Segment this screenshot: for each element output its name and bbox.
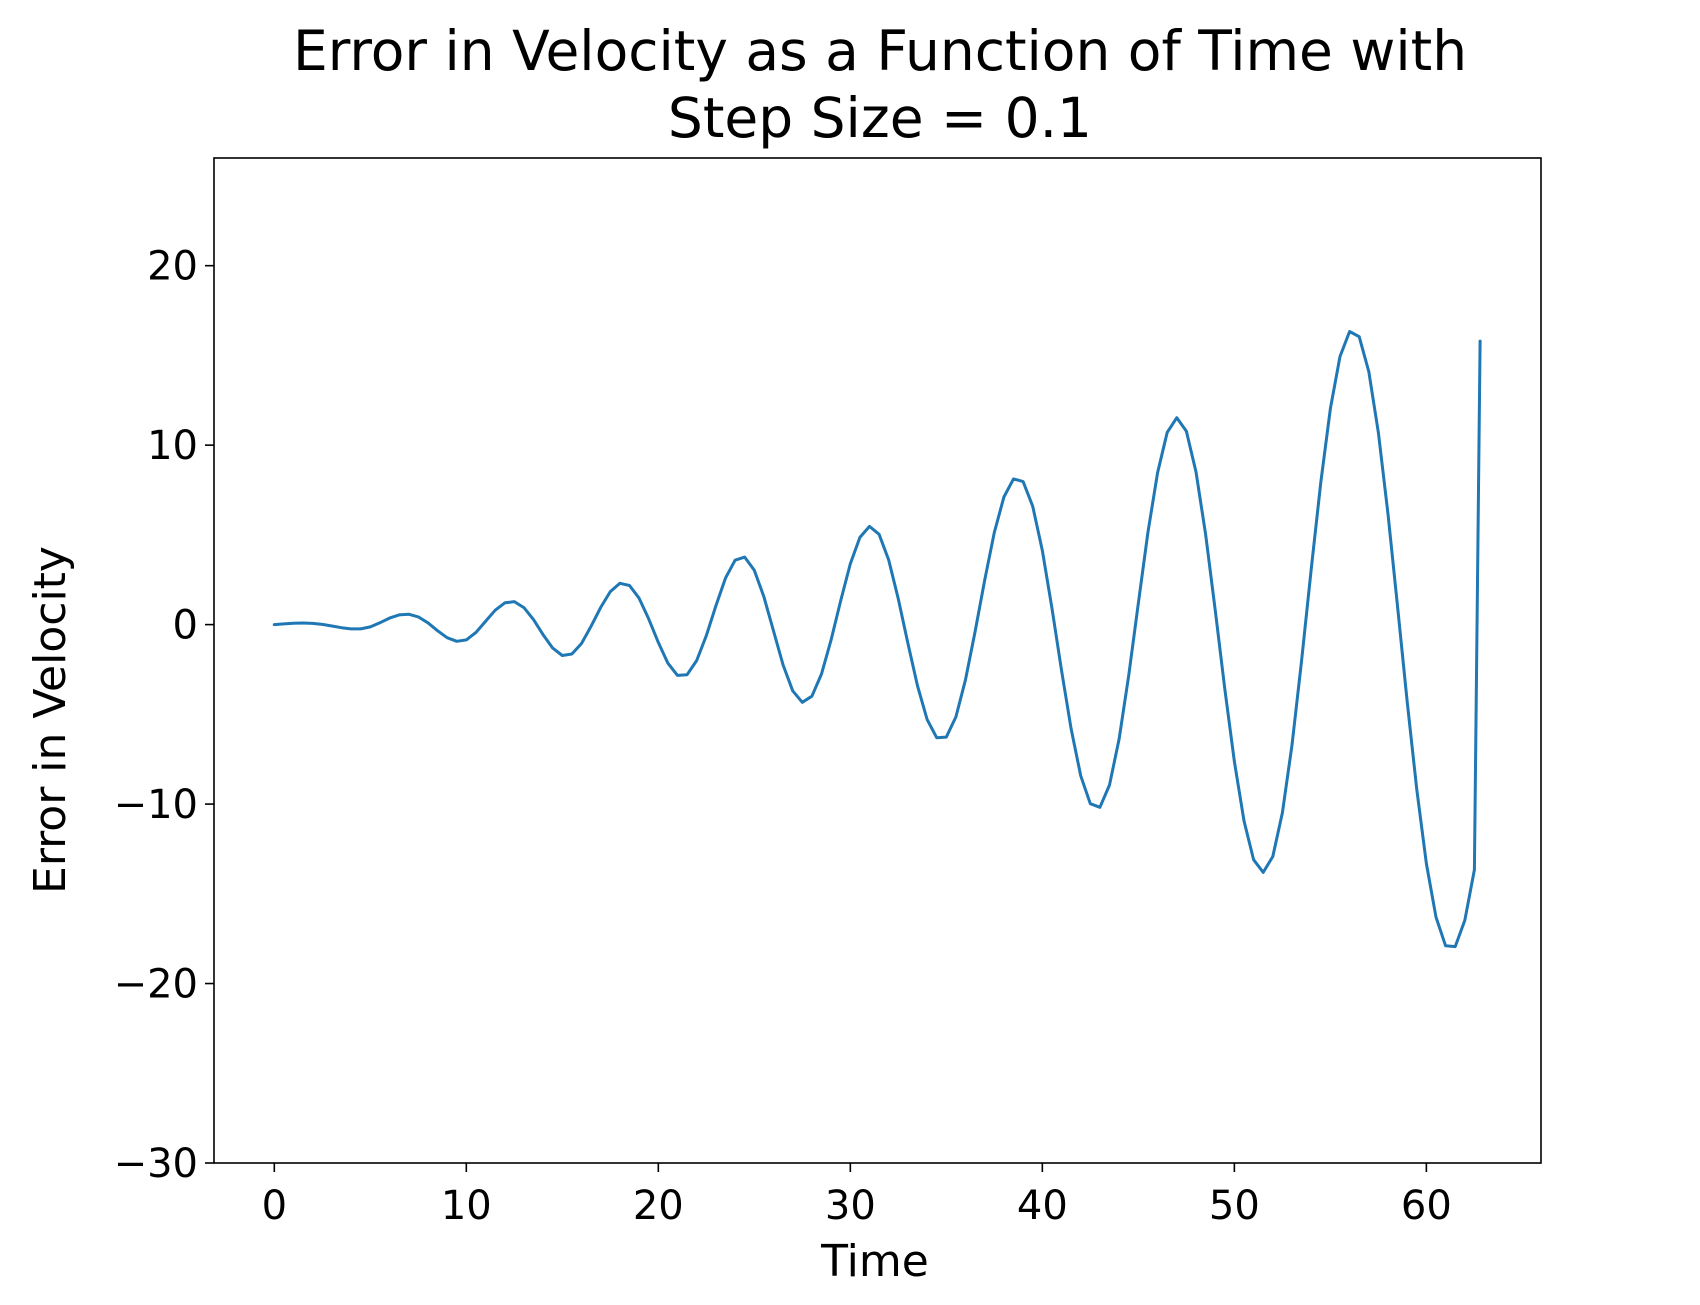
x-tick-label-5: 50 <box>1209 1183 1260 1229</box>
x-tick-label-2: 20 <box>633 1183 684 1229</box>
y-tick-label-5: −30 <box>114 1141 198 1187</box>
x-axis-label: Time <box>820 1236 929 1287</box>
chart-title-line-1: Error in Velocity as a Function of Time … <box>293 19 1467 83</box>
y-tick-label-1: 10 <box>147 423 198 469</box>
x-tick-label-6: 60 <box>1401 1183 1452 1229</box>
axes: 0 10 20 30 40 50 60 20 10 0 −10 −20 −30 <box>114 157 1542 1229</box>
y-tick-label-0: 20 <box>147 244 198 290</box>
y-tick-label-3: −10 <box>114 782 198 828</box>
x-tick-label-3: 30 <box>825 1183 876 1229</box>
x-tick-label-1: 10 <box>441 1183 492 1229</box>
x-tick-label-0: 0 <box>262 1183 287 1229</box>
y-tick-label-2: 0 <box>173 603 198 649</box>
y-tick-label-4: −20 <box>114 962 198 1008</box>
x-tick-label-4: 40 <box>1017 1183 1068 1229</box>
chart-title-line-2: Step Size = 0.1 <box>668 86 1092 150</box>
y-axis-label: Error in Velocity <box>25 546 76 894</box>
plot-frame <box>213 157 1542 1164</box>
plot-area <box>272 330 1482 949</box>
series-line-0 <box>272 330 1482 949</box>
